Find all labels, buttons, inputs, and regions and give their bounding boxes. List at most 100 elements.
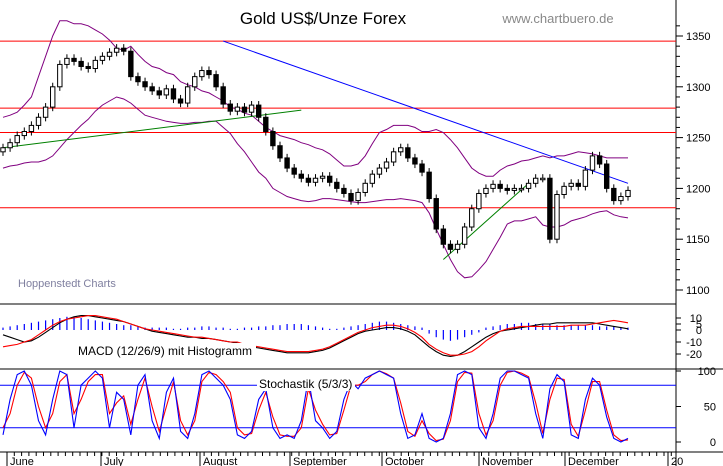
candle (376, 167, 383, 175)
candle (255, 104, 262, 118)
candle (227, 103, 233, 112)
candle (28, 124, 35, 133)
candle (383, 161, 390, 169)
x-tick-label: December (568, 456, 619, 466)
candle (561, 185, 567, 195)
macd-title-bg (76, 343, 256, 358)
candle (618, 196, 624, 202)
macd-y-tick-label: 5 (696, 319, 702, 331)
candle (568, 182, 574, 187)
candle (461, 226, 468, 245)
candle (128, 50, 134, 78)
candle (625, 189, 631, 198)
candle (142, 81, 148, 88)
candle (199, 70, 205, 78)
candle (121, 47, 127, 52)
y-tick-label: 1300 (686, 82, 710, 94)
price-panel (0, 20, 676, 279)
candle (454, 243, 461, 250)
candle (603, 163, 610, 189)
candle (213, 74, 219, 88)
candle (398, 147, 404, 153)
axes: 1100115012001250130013501050-10-20100500… (6, 25, 716, 466)
candle (92, 59, 99, 70)
candle (298, 173, 304, 179)
x-tick-label: November (482, 456, 533, 466)
candle (540, 177, 546, 181)
candle (206, 70, 212, 76)
candle (327, 175, 333, 183)
candle (305, 177, 312, 183)
y-tick-label: 1200 (686, 183, 710, 195)
candle (497, 183, 503, 189)
trend_down-line (223, 40, 629, 184)
macd-y-tick-label: 0 (696, 325, 702, 337)
candle (270, 131, 276, 147)
bollinger-lower-line (2, 96, 629, 279)
candle (177, 98, 184, 104)
candle (57, 63, 63, 88)
candle (35, 116, 42, 126)
stochastic-d-line (2, 370, 629, 442)
stochastic-y-tick-label: 100 (698, 366, 716, 378)
candle (511, 187, 518, 191)
candle (21, 131, 28, 137)
candle (291, 167, 297, 175)
candle (476, 192, 482, 210)
candle (192, 76, 198, 88)
x-tick-label: June (10, 456, 34, 466)
candle (547, 177, 553, 240)
candle (284, 157, 290, 169)
candle (156, 90, 162, 96)
x-tick-label: 20 (671, 456, 683, 466)
candle (504, 187, 510, 191)
candle (589, 155, 596, 171)
watermark-label: Hoppenstedt Charts (18, 278, 116, 290)
candle (469, 208, 475, 228)
candle (518, 187, 525, 191)
x-tick-label: July (104, 456, 124, 466)
candle (483, 187, 489, 194)
candle (184, 86, 191, 104)
candle (71, 57, 77, 62)
candle (149, 86, 155, 92)
y-tick-label: 1100 (686, 285, 710, 297)
y-tick-label: 1350 (686, 31, 710, 43)
candle (7, 142, 13, 149)
macd-signal-line (2, 315, 629, 356)
x-tick-label: October (385, 456, 424, 466)
stochastic-title: Stochastik (5/3/3) (259, 377, 352, 391)
macd-line (2, 315, 629, 357)
candle (582, 169, 589, 187)
candle (42, 106, 49, 118)
candle (440, 228, 447, 245)
chart-title: Gold US$/Unze Forex (240, 9, 407, 28)
candle (170, 88, 177, 100)
stoch-title-bg (257, 376, 355, 391)
candle (369, 173, 376, 184)
candle (426, 171, 432, 200)
candle (319, 175, 326, 179)
candle (390, 151, 397, 163)
candle (0, 147, 6, 153)
candle (312, 177, 319, 183)
candle (419, 163, 425, 173)
x-tick-label: September (293, 456, 347, 466)
candle (263, 116, 269, 133)
candle (78, 60, 84, 67)
candle (525, 182, 532, 189)
candle (220, 86, 226, 105)
y-tick-label: 1250 (686, 133, 710, 145)
candle (64, 57, 70, 65)
candle (113, 47, 120, 53)
candle (362, 182, 368, 193)
y-tick-label: 1150 (686, 234, 710, 246)
candle (447, 243, 454, 250)
candle (241, 106, 248, 113)
candle (611, 187, 617, 202)
candle (412, 157, 418, 165)
candle (532, 177, 539, 184)
stochastic-y-tick-label: 0 (710, 437, 716, 449)
